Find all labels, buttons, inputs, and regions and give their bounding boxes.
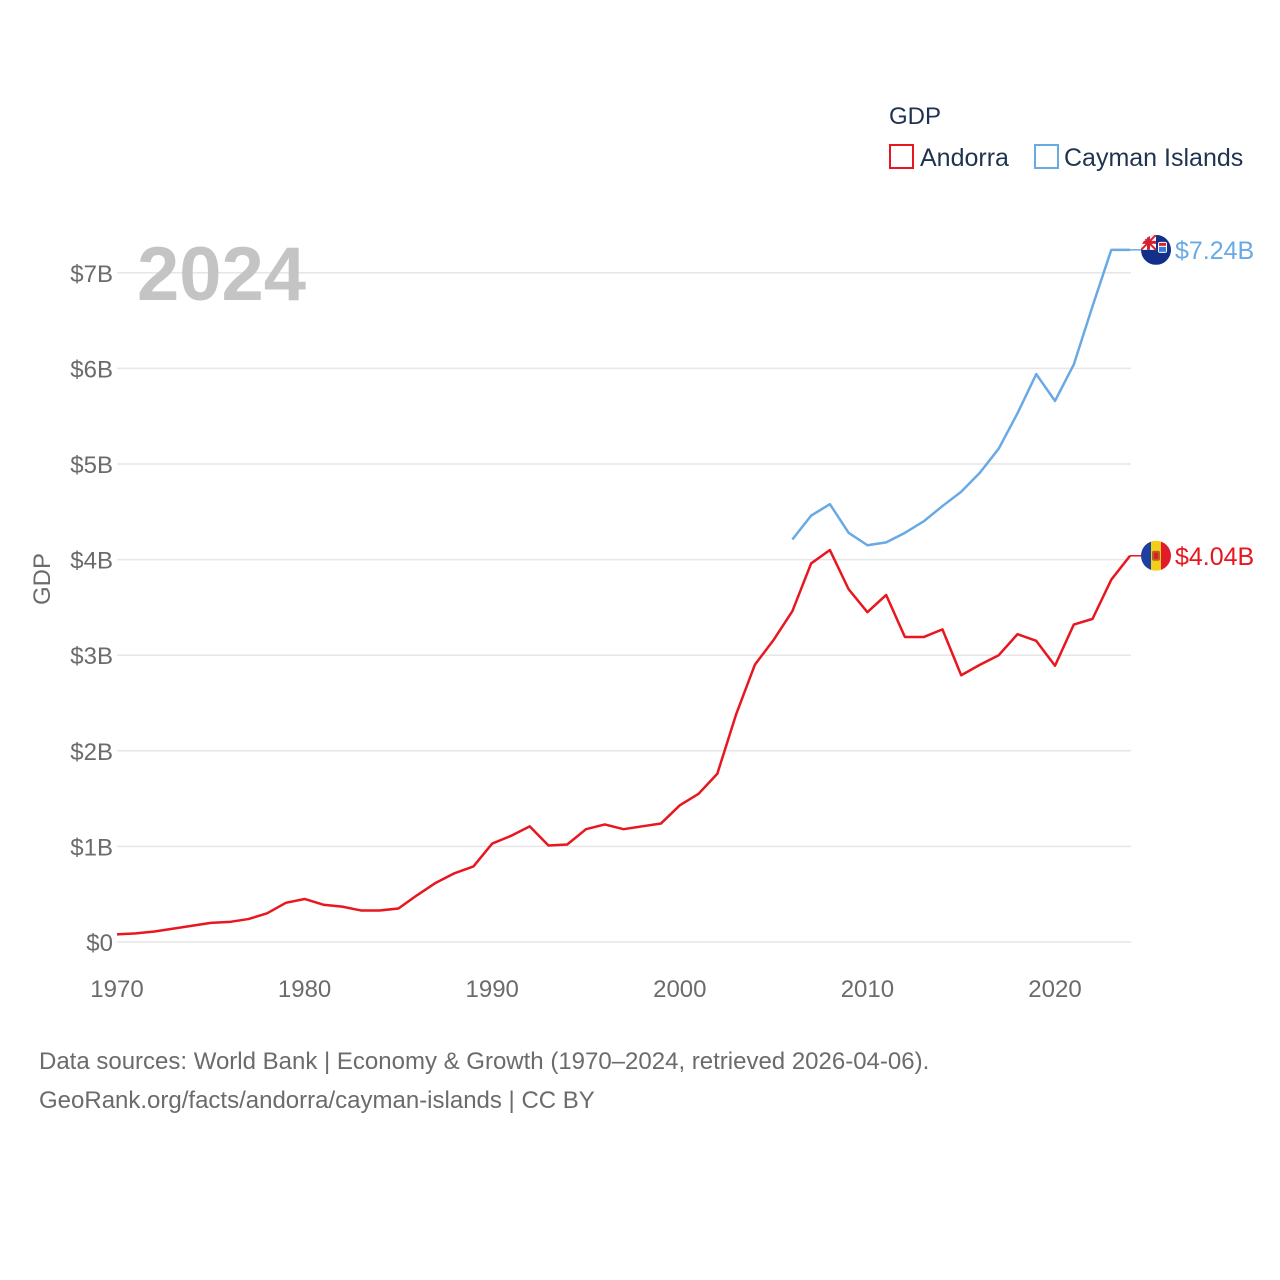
- x-tick-label: 2010: [841, 976, 894, 1003]
- y-tick-label: $1B: [70, 834, 113, 861]
- legend-label-andorra: Andorra: [920, 144, 1009, 172]
- y-axis-title: GDP: [29, 553, 56, 605]
- x-tick-label: 2020: [1028, 976, 1081, 1003]
- y-tick-label: $4B: [70, 548, 113, 575]
- y-tick-label: $0: [86, 930, 113, 957]
- cayman-islands-flag-icon: [1141, 234, 1171, 265]
- series-line-andorra[interactable]: [116, 548, 1132, 936]
- y-tick-label: $6B: [70, 356, 113, 383]
- source-line-2: GeoRank.org/facts/andorra/cayman-islands…: [39, 1087, 595, 1114]
- end-value-label-cayman-islands: $7.24B: [1175, 237, 1254, 265]
- legend-title: GDP: [889, 103, 941, 130]
- series-line-cayman-islands[interactable]: [791, 248, 1131, 547]
- legend-swatch-andorra: [889, 144, 914, 169]
- grid-lines: [117, 272, 1131, 943]
- y-tick-label: $5B: [70, 452, 113, 479]
- y-tick-label: $3B: [70, 643, 113, 670]
- x-tick-label: 1980: [278, 976, 331, 1003]
- andorra-flag-icon: [1141, 540, 1171, 571]
- source-line-1: Data sources: World Bank | Economy & Gro…: [39, 1048, 929, 1075]
- legend-label-cayman-islands: Cayman Islands: [1064, 144, 1243, 172]
- x-tick-label: 1970: [90, 976, 143, 1003]
- y-axis-ticks: $0 $1B $2B $3B $4B $5B $6B $7B: [70, 261, 113, 957]
- end-value-label-andorra: $4.04B: [1175, 543, 1254, 571]
- series-lines: [116, 248, 1132, 936]
- legend-item-cayman-islands[interactable]: Cayman Islands: [1034, 144, 1243, 172]
- y-tick-label: $7B: [70, 261, 113, 288]
- x-tick-label: 2000: [653, 976, 706, 1003]
- series-end-labels: $4.04B $7.24B: [1130, 234, 1254, 571]
- x-tick-label: 1990: [466, 976, 519, 1003]
- legend-swatch-cayman-islands: [1034, 144, 1059, 169]
- legend: GDP Andorra Cayman Islands: [889, 103, 1243, 172]
- x-axis-ticks: 1970 1980 1990 2000 2010 2020: [90, 976, 1081, 1003]
- current-year-label: 2024: [137, 232, 306, 317]
- legend-item-andorra[interactable]: Andorra: [889, 144, 1009, 172]
- y-tick-label: $2B: [70, 739, 113, 766]
